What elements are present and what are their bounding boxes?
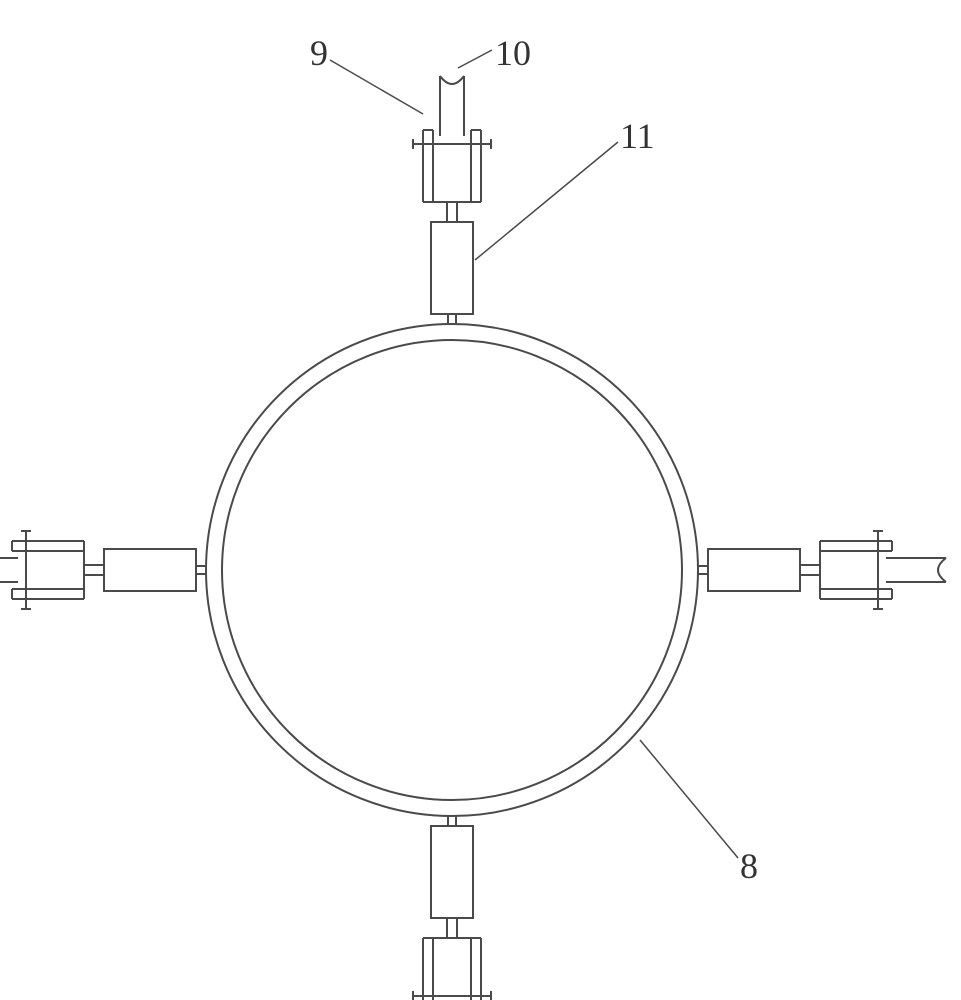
leader-line [458,50,492,68]
connector-assembly [413,76,491,324]
tube-break-arc [440,76,464,84]
tube-break-arc [938,558,946,582]
callout-label: 8 [740,845,758,887]
inner-ring [222,340,682,800]
callout-label: 10 [495,32,531,74]
outer-ring [206,324,698,816]
diagram-canvas [0,0,961,1000]
cylinder-block [104,549,196,591]
connector-assembly [698,531,946,609]
leader-line [475,142,618,260]
callout-label: 9 [310,32,328,74]
leader-line [640,740,738,858]
connector-assembly [0,531,206,609]
cylinder-block [431,826,473,918]
connector-assembly [413,816,491,1000]
leader-line [330,60,423,114]
callout-label: 11 [620,115,655,157]
cylinder-block [708,549,800,591]
cylinder-block [431,222,473,314]
